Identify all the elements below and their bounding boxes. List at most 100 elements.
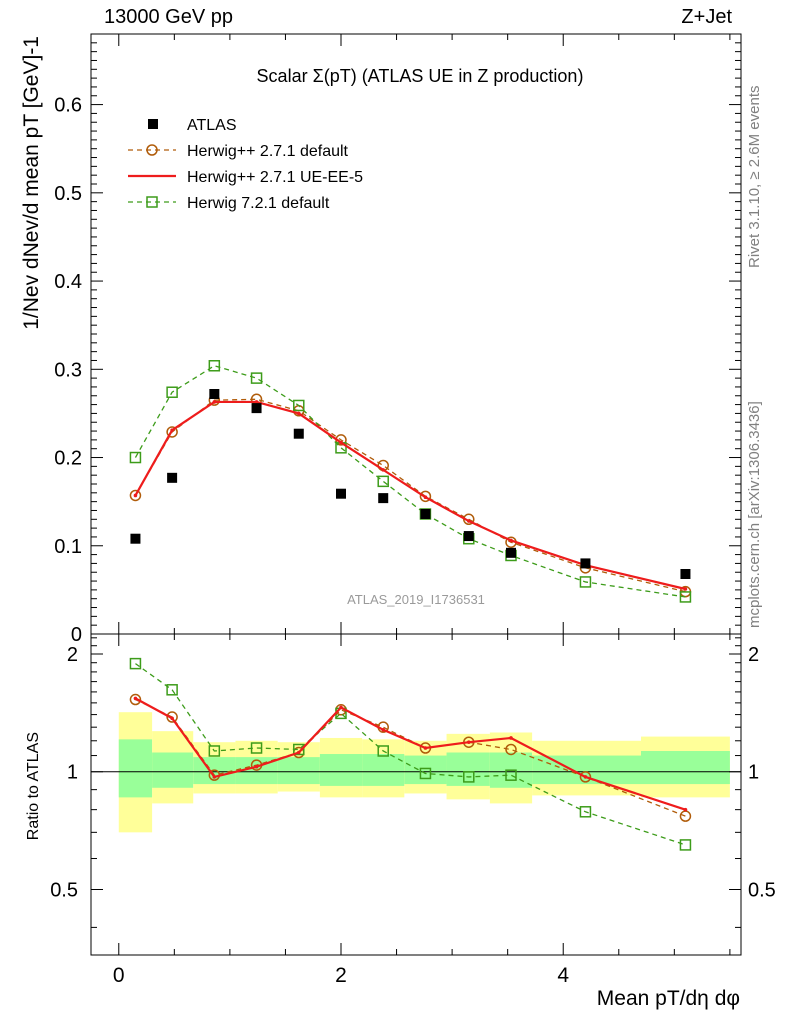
atlas-point bbox=[580, 558, 591, 569]
legend-label: Herwig++ 2.7.1 UE-EE-5 bbox=[187, 169, 363, 186]
atlas-point bbox=[251, 403, 262, 414]
herwig-2-7-1-default-ratio-point bbox=[679, 810, 692, 822]
ratio-tick-label-left: 1 bbox=[67, 762, 78, 784]
legend-marker-atlas bbox=[148, 119, 158, 129]
herwig-7-2-1-default-ratio-point bbox=[377, 745, 389, 757]
herwig-2-7-1-ue-ee-5-point bbox=[254, 400, 259, 404]
herwig-2-7-1-ue-ee-5-point bbox=[339, 440, 343, 445]
herwig-2-7-1-default-point bbox=[419, 490, 432, 503]
herwig-2-7-1-ue-ee-5-ratio-point bbox=[339, 705, 343, 710]
herwig-2-7-1-ue-ee-5-ratio-point bbox=[466, 740, 471, 744]
herwig-7-2-1-default-point bbox=[166, 386, 178, 398]
herwig-2-7-1-ue-ee-5-ratio-point bbox=[381, 728, 386, 732]
ratio-band-green bbox=[532, 755, 641, 785]
herwig-2-7-1-ue-ee-5-ratio-point bbox=[509, 736, 513, 740]
legend-label: Herwig++ 2.7.1 default bbox=[187, 143, 349, 160]
herwig-7-2-1-default-point bbox=[129, 451, 142, 464]
herwig-2-7-1-default-point bbox=[166, 426, 178, 438]
herwig-7-2-1-default-ratio-point bbox=[293, 743, 305, 756]
ratio-band-green bbox=[641, 750, 730, 785]
herwig-7-2-1-default-point bbox=[579, 576, 592, 588]
ratio-band-green bbox=[152, 752, 194, 788]
herwig-7-2-1-default-ratio-line bbox=[135, 663, 686, 846]
legend-marker bbox=[146, 196, 158, 208]
y-tick-label: 0.6 bbox=[54, 95, 82, 117]
herwig-2-7-1-ue-ee-5-ratio-point bbox=[133, 696, 138, 701]
herwig-7-2-1-default-point bbox=[679, 591, 692, 603]
ratio-band-green bbox=[118, 739, 153, 798]
x-axis-label: Mean pT/dη dφ bbox=[597, 987, 740, 1010]
y-tick-label: 0.3 bbox=[54, 359, 82, 381]
data-series bbox=[129, 360, 692, 851]
ratio-tick-label-right: 0.5 bbox=[748, 879, 776, 901]
ratio-y-axis-label: Ratio to ATLAS bbox=[25, 732, 42, 840]
herwig-2-7-1-ue-ee-5-point bbox=[133, 493, 138, 498]
ratio-band-green bbox=[404, 755, 447, 785]
herwig-7-2-1-default-ratio-point bbox=[463, 771, 475, 783]
atlas-point bbox=[420, 509, 431, 519]
herwig-2-7-1-default-ratio-point bbox=[579, 771, 592, 783]
x-tick-label: 0 bbox=[113, 964, 125, 987]
chart-title: Scalar Σ(pT) (ATLAS UE in Z production) bbox=[257, 66, 584, 86]
herwig-2-7-1-ue-ee-5-point bbox=[212, 400, 217, 404]
herwig-2-7-1-ue-ee-5-ratio-point bbox=[296, 750, 301, 755]
herwig-7-2-1-default-point bbox=[208, 360, 221, 372]
ratio-tick-label-right: 1 bbox=[748, 762, 759, 784]
herwig-2-7-1-default-point bbox=[129, 489, 142, 502]
herwig-2-7-1-default-ratio-point bbox=[166, 711, 178, 723]
herwig-2-7-1-ue-ee-5-ratio-point bbox=[170, 716, 174, 721]
herwig-2-7-1-ue-ee-5-ratio-line bbox=[134, 697, 686, 811]
herwig-2-7-1-ue-ee-5-point bbox=[423, 495, 428, 500]
herwig-7-2-1-default-point bbox=[293, 399, 305, 412]
herwig-7-2-1-default-ratio-point bbox=[419, 767, 432, 780]
ratio-band-green bbox=[446, 752, 490, 786]
y-tick-label: 0.2 bbox=[54, 448, 82, 470]
ratio-plot-frame bbox=[90, 633, 742, 956]
y-tick-label: 0 bbox=[71, 624, 82, 646]
herwig-7-2-1-default-ratio-point bbox=[250, 742, 263, 754]
herwig-7-2-1-default-point bbox=[377, 475, 389, 488]
atlas-point bbox=[167, 472, 178, 483]
ratio-band-green bbox=[319, 754, 363, 786]
herwig-2-7-1-ue-ee-5-line bbox=[134, 400, 686, 591]
herwig-2-7-1-ue-ee-5-point bbox=[170, 428, 174, 432]
analysis-watermark: ATLAS_2019_I1736531 bbox=[347, 592, 485, 607]
herwig-2-7-1-default-ratio-point bbox=[129, 693, 142, 706]
y-tick-label: 0.4 bbox=[54, 271, 82, 293]
atlas-point bbox=[293, 428, 304, 439]
herwig-2-7-1-ue-ee-5-ratio-point bbox=[583, 775, 588, 779]
herwig-2-7-1-ue-ee-5-point bbox=[683, 587, 688, 591]
herwig-7-2-1-default-ratio-point bbox=[679, 839, 692, 851]
herwig-7-2-1-default-ratio-point bbox=[579, 806, 592, 818]
atlas-point bbox=[209, 389, 220, 399]
herwig-7-2-1-default-ratio-point bbox=[166, 684, 178, 696]
y-axis-label: 1/Nev dNev/d mean pT [GeV]-1 bbox=[20, 36, 43, 330]
atlas-point bbox=[130, 533, 141, 544]
herwig-2-7-1-ue-ee-5-ratio-point bbox=[212, 775, 217, 779]
herwig-2-7-1-ue-ee-5-ratio-point bbox=[423, 746, 428, 750]
atlas-point bbox=[680, 569, 691, 579]
herwig-2-7-1-ue-ee-5-ratio-point bbox=[683, 807, 688, 812]
legend: ATLAS Herwig++ 2.7.1 default Herwig++ 2.7.… bbox=[128, 117, 363, 212]
herwig-7-2-1-default-point bbox=[250, 372, 263, 384]
plot-frames bbox=[90, 33, 742, 956]
herwig-7-2-1-default-ratio-point bbox=[129, 657, 142, 670]
legend-label: Herwig 7.2.1 default bbox=[187, 195, 330, 212]
atlas-point bbox=[378, 493, 389, 504]
atlas-point bbox=[506, 547, 516, 558]
herwig-7-2-1-default-ratio-point bbox=[505, 769, 517, 781]
ratio-band-green bbox=[362, 754, 405, 786]
x-tick-label: 4 bbox=[557, 964, 569, 987]
herwig-2-7-1-ue-ee-5-point bbox=[509, 538, 513, 543]
y-tick-label: 0.1 bbox=[54, 536, 82, 558]
legend-marker bbox=[146, 144, 158, 156]
herwig-2-7-1-ue-ee-5-point bbox=[296, 411, 301, 416]
herwig-2-7-1-ue-ee-5-point bbox=[381, 468, 386, 472]
header-beam-label: 13000 GeV pp bbox=[104, 6, 233, 28]
atlas-point bbox=[463, 531, 474, 542]
legend-label: ATLAS bbox=[187, 117, 237, 134]
ratio-band-green bbox=[277, 757, 320, 785]
atlas-point bbox=[336, 488, 346, 499]
